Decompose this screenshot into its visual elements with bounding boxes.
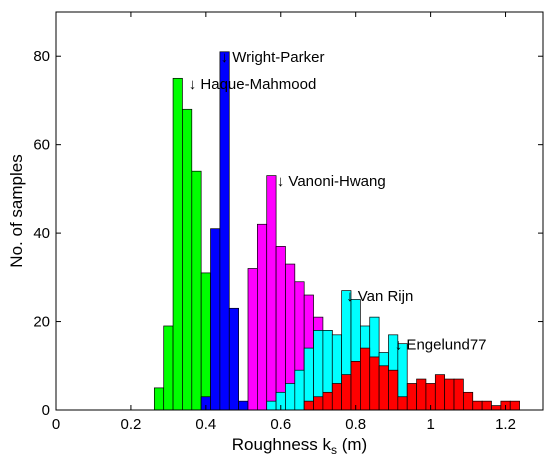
bar-series-1-bin-2 — [219, 51, 230, 411]
bar-series-2-bin-3 — [275, 246, 286, 411]
plot-frame — [55, 11, 544, 411]
x-axis-title-unit: (m) — [337, 435, 367, 454]
bar-series-0-bin-2 — [172, 77, 183, 411]
bar-series-3-bin-3 — [294, 369, 305, 411]
bar-series-0-bin-4 — [191, 170, 202, 411]
x-tick-label: 0.6 — [270, 416, 291, 433]
bar-series-4-bin-9 — [388, 369, 399, 411]
bar-series-4-bin-8 — [378, 365, 389, 411]
annotations-layer: ↓ Wright-Parker ↓ Haque-Mahmood ↓ Vanoni-H… — [189, 49, 487, 353]
y-tick-label: 0 — [42, 402, 50, 419]
bar-series-2-bin-1 — [257, 223, 268, 411]
bar-series-4-bin-0 — [303, 400, 314, 411]
bar-series-4-bin-14 — [434, 374, 446, 411]
annotation-label-1: ↓ Haque-Mahmood — [189, 76, 317, 93]
bar-series-3-bin-2 — [285, 383, 296, 411]
bar-series-4-bin-1 — [313, 396, 324, 411]
bar-series-4-bin-18 — [472, 400, 483, 411]
y-tick-label: 60 — [33, 137, 50, 154]
bar-series-2-bin-0 — [247, 268, 258, 411]
bar-series-0-bin-1 — [163, 325, 174, 411]
bar-series-4-bin-15 — [444, 378, 455, 411]
annotation-label-4: ↓ Engelund77 — [395, 337, 487, 354]
bar-series-0-bin-5 — [200, 272, 211, 411]
x-tick-label: 0.4 — [195, 416, 216, 433]
y-axis-title: No. of samples — [7, 154, 26, 267]
bar-series-4-bin-4 — [341, 374, 352, 411]
bar-series-4-bin-12 — [416, 378, 427, 411]
bar-series-3-bin-0 — [266, 400, 277, 411]
bar-series-4-bin-17 — [463, 391, 474, 411]
bar-series-0-bin-3 — [182, 108, 193, 411]
bar-series-3-bin-4 — [303, 347, 314, 411]
bar-series-1-bin-1 — [210, 228, 221, 411]
bar-series-4-bin-3 — [331, 383, 342, 411]
bar-series-2-bin-2 — [266, 175, 277, 411]
annotation-label-3: ↓ Van Rijn — [346, 288, 413, 305]
bar-series-4-bin-7 — [369, 356, 380, 411]
annotation-label-0: ↓ Wright-Parker — [221, 49, 325, 66]
bar-series-4-bin-22 — [509, 400, 520, 411]
bar-series-4-bin-20 — [491, 405, 502, 411]
ticks-layer: 0 0.2 0.4 0.6 0.8 1 1.2 0 20 40 60 80 — [33, 12, 543, 433]
bar-series-1-bin-3 — [228, 307, 239, 411]
y-tick-label: 80 — [33, 48, 50, 65]
x-axis-title: Roughness ks (m) — [232, 435, 367, 454]
bar-series-4-bin-19 — [481, 400, 492, 411]
x-tick-label: 0 — [52, 416, 60, 433]
x-tick-label: 0.8 — [345, 416, 366, 433]
bar-series-4-bin-16 — [453, 378, 464, 411]
y-tick-label: 40 — [33, 225, 50, 242]
annotation-label-2: ↓ Vanoni-Hwang — [277, 173, 386, 190]
bar-series-1-bin-4 — [238, 400, 249, 411]
bar-series-4-bin-2 — [322, 391, 333, 411]
x-tick-label: 0.2 — [120, 416, 141, 433]
x-axis-title-subscript: s — [331, 443, 337, 454]
bars-layer — [153, 51, 520, 411]
x-tick-label: 1.2 — [495, 416, 516, 433]
bar-series-4-bin-6 — [360, 347, 371, 411]
y-tick-label: 20 — [33, 314, 50, 331]
bar-series-4-bin-11 — [406, 383, 417, 411]
bar-series-4-bin-10 — [397, 396, 408, 411]
x-tick-label: 1 — [426, 416, 434, 433]
bar-series-0-bin-0 — [153, 387, 165, 411]
bar-series-4-bin-5 — [350, 361, 361, 411]
x-axis-title-main: Roughness k — [232, 435, 332, 454]
